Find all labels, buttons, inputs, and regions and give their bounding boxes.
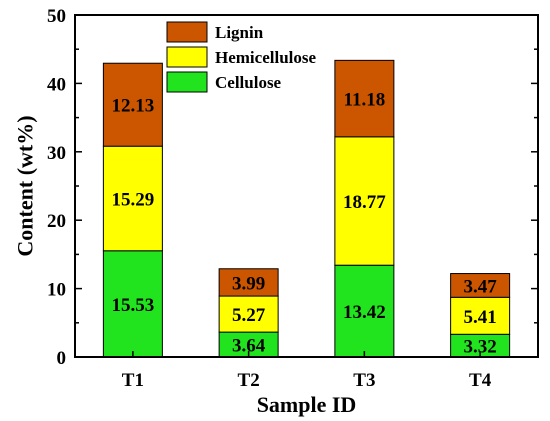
legend-swatch-cellulose [167,72,207,92]
y-tick-label-20: 20 [47,211,66,232]
legend-label-hemicellulose: Hemicellulose [215,48,316,67]
legend: Lignin Hemicellulose Cellulose [167,22,316,92]
y-tick-label-40: 40 [47,74,66,95]
y-tick-label-0: 0 [57,348,67,369]
x-tick-label-t4: T4 [469,370,492,391]
bars-layer [103,60,509,357]
value-label-lignin-t3: 11.18 [344,90,386,111]
y-axis-title: Content (wt%) [13,115,38,256]
y-tick-label-10: 10 [47,280,66,301]
x-axis-title: Sample ID [257,392,357,417]
x-tick-label-t3: T3 [353,370,375,391]
value-label-hemicellulose-t2: 5.27 [232,305,266,326]
value-label-hemicellulose-t4: 5.41 [464,307,497,328]
value-label-lignin-t2: 3.99 [232,273,265,294]
x-tick-label-t2: T2 [238,370,260,391]
y-tick-label-50: 50 [47,6,66,27]
bar-labels-layer: 15.5315.2912.133.645.273.9913.4218.7711.… [112,90,498,358]
legend-label-cellulose: Cellulose [215,73,282,92]
legend-swatch-lignin [167,22,207,42]
legend-label-lignin: Lignin [215,23,264,42]
legend-swatch-hemicellulose [167,47,207,67]
y-tick-label-30: 30 [47,143,66,164]
value-label-lignin-t1: 12.13 [112,96,155,117]
value-label-lignin-t4: 3.47 [464,276,498,297]
value-label-cellulose-t1: 15.53 [112,295,155,316]
value-label-hemicellulose-t3: 18.77 [343,192,386,213]
value-label-hemicellulose-t1: 15.29 [112,189,155,210]
value-label-cellulose-t3: 13.42 [343,302,386,323]
x-tick-label-t1: T1 [122,370,144,391]
